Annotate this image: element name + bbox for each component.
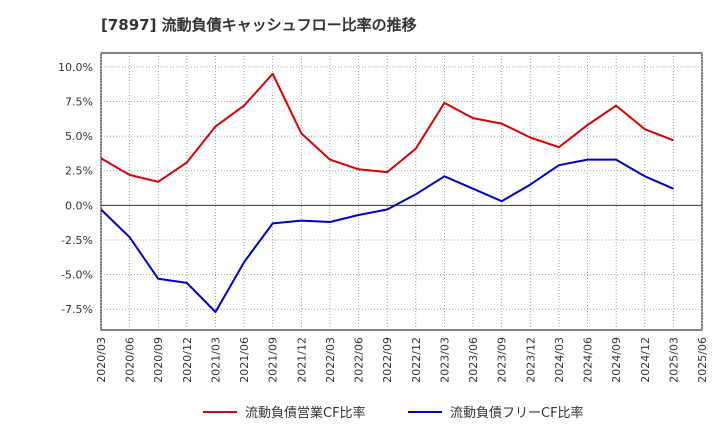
y-tick-label: 10.0% <box>58 61 93 74</box>
plot-area: 10.0% 7.5% 5.0% 2.5% 0.0% -2.5% -5.0% -7.5% 2020… <box>58 52 709 383</box>
y-tick-label: -5.0% <box>61 269 93 282</box>
x-tick-label: 2025/06 <box>696 337 709 383</box>
chart-title: [7897] 流動負債キャッシュフロー比率の推移 <box>101 16 417 34</box>
legend-label-1: 流動負債営業CF比率 <box>245 405 366 421</box>
x-tick-label: 2024/03 <box>553 337 566 383</box>
x-tick-label: 2020/09 <box>152 337 165 383</box>
legend-label-2: 流動負債フリーCF比率 <box>450 405 584 421</box>
y-tick-label: -2.5% <box>61 234 93 247</box>
x-tick-label: 2020/03 <box>95 337 108 383</box>
y-tick-label: 7.5% <box>65 95 93 108</box>
y-tick-label: 2.5% <box>65 165 93 178</box>
y-tick-label: 5.0% <box>65 130 93 143</box>
x-tick-label: 2024/12 <box>639 337 652 383</box>
x-tick-label: 2021/06 <box>238 337 251 383</box>
x-tick-label: 2023/12 <box>524 337 537 383</box>
y-tick-label: 0.0% <box>65 199 93 212</box>
x-tick-label: 2024/06 <box>582 337 595 383</box>
x-tick-label: 2025/03 <box>667 337 680 383</box>
x-tick-label: 2023/06 <box>467 337 480 383</box>
x-tick-label: 2021/03 <box>209 337 222 383</box>
y-tick-label: -7.5% <box>61 303 93 316</box>
x-tick-label: 2021/12 <box>295 337 308 383</box>
x-tick-label: 2020/06 <box>124 337 137 383</box>
series-line-2 <box>100 158 674 313</box>
legend: 流動負債営業CF比率 流動負債フリーCF比率 <box>203 405 584 421</box>
x-tick-label: 2022/09 <box>381 337 394 383</box>
x-tick-label: 2023/03 <box>438 337 451 383</box>
x-tick-label: 2022/03 <box>324 337 337 383</box>
x-tick-label: 2022/12 <box>410 337 423 383</box>
x-tick-label: 2021/09 <box>267 337 280 383</box>
x-tick-label: 2020/12 <box>181 337 194 383</box>
x-tick-label: 2024/09 <box>610 337 623 383</box>
series-line-1 <box>100 72 674 183</box>
x-tick-label: 2023/09 <box>496 337 509 383</box>
plot-frame <box>100 52 703 331</box>
x-tick-label: 2022/06 <box>353 337 366 383</box>
